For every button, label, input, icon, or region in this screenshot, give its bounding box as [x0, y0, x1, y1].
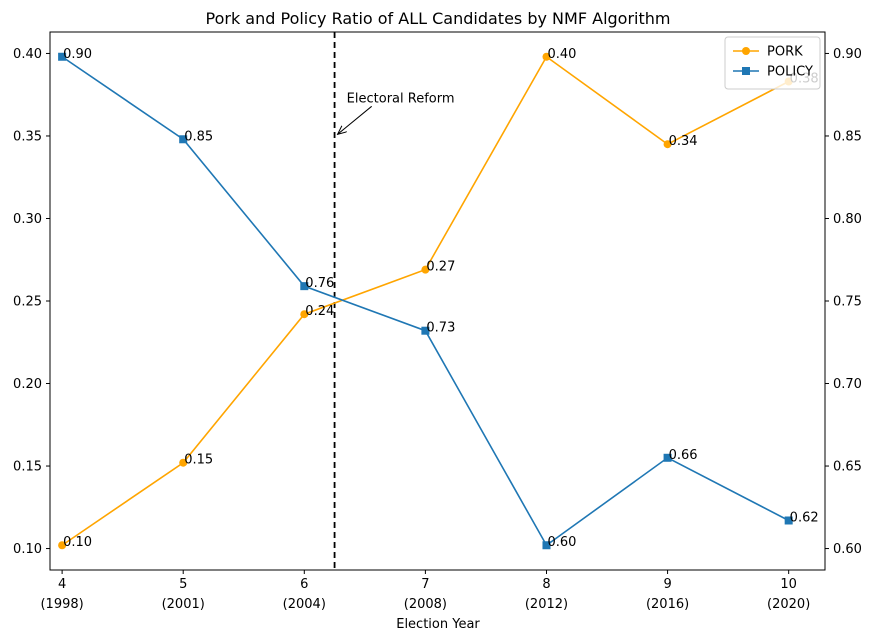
plot-area: 4 (1998) 5 (2001) 6 (2004) 7 (2008) 8 (2012) 9 (201… [13, 31, 862, 612]
data-label: 0.73 [426, 321, 455, 336]
y-right-tick-label: 0.70 [833, 377, 862, 392]
legend-label-policy: POLICY [767, 65, 813, 80]
data-point-pork [58, 541, 67, 550]
y-right-tick-label: 0.90 [833, 47, 862, 62]
data-point-policy [542, 541, 551, 550]
data-point-policy [421, 326, 430, 335]
x-tick-label: 6 [300, 577, 308, 592]
x-tick-year-label: (2004) [283, 597, 326, 612]
y-left-tick-label: 0.15 [13, 460, 42, 475]
data-label: 0.27 [426, 260, 455, 275]
series-line-pork [61, 55, 790, 546]
data-label: 0.40 [547, 47, 576, 62]
series-line-policy [61, 56, 790, 547]
data-point-pork [663, 140, 672, 149]
x-tick-label: 8 [542, 577, 550, 592]
data-label: 0.34 [669, 134, 698, 149]
y-left-tick-label: 0.40 [13, 47, 42, 62]
x-tick-year-label: (2020) [767, 597, 810, 612]
y-right-tick-label: 0.85 [833, 129, 862, 144]
x-tick-year-label: (2001) [162, 597, 205, 612]
annotation-text: Electoral Reform [347, 91, 455, 106]
x-tick-year-label: (1998) [40, 597, 83, 612]
chart-title: Pork and Policy Ratio of ALL Candidates … [206, 9, 671, 28]
x-tick-year-label: (2016) [646, 597, 689, 612]
data-point-policy [663, 453, 672, 462]
data-point-policy [179, 135, 188, 144]
legend-marker-policy [742, 67, 750, 75]
data-point-pork [421, 265, 430, 274]
legend-marker-pork [742, 47, 750, 55]
data-point-pork [300, 310, 309, 319]
data-label: 0.62 [790, 510, 819, 525]
x-axis-label: Election Year [396, 617, 480, 632]
x-tick-label: 9 [663, 577, 671, 592]
y-left-tick-label: 0.25 [13, 295, 42, 310]
data-point-pork [179, 458, 188, 467]
x-tick-label: 7 [421, 577, 429, 592]
data-label: 0.60 [547, 535, 576, 550]
y-right-tick-label: 0.75 [833, 295, 862, 310]
data-label: 0.15 [184, 453, 213, 468]
x-tick-year-label: (2012) [525, 597, 568, 612]
x-tick-year-label: (2008) [404, 597, 447, 612]
data-label: 0.76 [305, 276, 334, 291]
y-left-tick-label: 0.35 [13, 129, 42, 144]
data-label: 0.24 [305, 304, 334, 319]
y-right-tick-label: 0.80 [833, 212, 862, 227]
y-left-tick-label: 0.30 [13, 212, 42, 227]
data-point-policy [58, 52, 67, 61]
annotation-arrow [338, 105, 372, 134]
x-tick-label: 4 [58, 577, 66, 592]
y-left-tick-label: 0.10 [13, 542, 42, 557]
y-right-tick-label: 0.65 [833, 460, 862, 475]
data-label: 0.66 [669, 448, 698, 463]
data-point-pork [542, 52, 551, 61]
data-label: 0.10 [63, 535, 92, 550]
plot-frame [49, 31, 826, 571]
y-left-tick-label: 0.20 [13, 377, 42, 392]
x-tick-label: 5 [179, 577, 187, 592]
legend-label-pork: PORK [767, 45, 803, 60]
data-label: 0.85 [184, 129, 213, 144]
data-point-policy [300, 282, 309, 291]
data-label: 0.90 [63, 47, 92, 62]
data-point-policy [784, 516, 793, 525]
y-right-tick-label: 0.60 [833, 542, 862, 557]
x-tick-label: 10 [780, 577, 797, 592]
